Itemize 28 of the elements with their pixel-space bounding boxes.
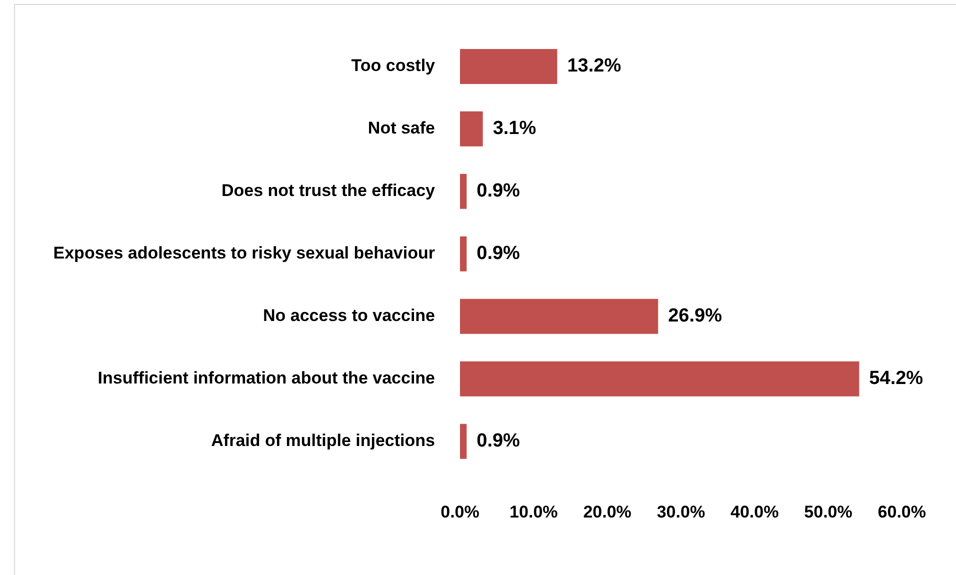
x-tick-label: 10.0% [510,502,558,522]
bar [460,111,483,146]
data-label: 13.2% [567,56,622,77]
data-label: 0.9% [476,430,520,452]
bar [460,236,467,272]
bar [460,298,658,334]
x-tick-label: 50.0% [804,502,852,522]
x-tick-label: 0.0% [440,502,480,522]
data-label: 0.9% [476,180,520,202]
y-tick-label: Afraid of multiple injections [211,431,435,450]
data-label: 26.9% [668,306,722,327]
bar [460,48,558,84]
y-tick-label: Does not trust the efficacy [222,181,436,200]
x-tick-label: 20.0% [583,502,632,522]
y-tick-label: No access to vaccine [263,306,435,326]
y-tick-label: Too costly [351,56,436,76]
y-tick-label: Not safe [368,118,435,138]
x-tick-label: 40.0% [730,502,779,522]
x-tick-label: 30.0% [656,502,706,522]
data-label: 54.2% [869,368,924,390]
data-label: 3.1% [492,118,536,140]
y-tick-label: Exposes adolescents to risky sexual behaviour [53,244,436,263]
bar [460,424,467,459]
y-tick-label: Insufficient information about the vaccine [98,368,435,388]
bar [460,174,467,209]
bar [460,361,860,396]
x-tick-label: 60.0% [878,502,926,522]
data-label: 0.9% [476,243,520,264]
